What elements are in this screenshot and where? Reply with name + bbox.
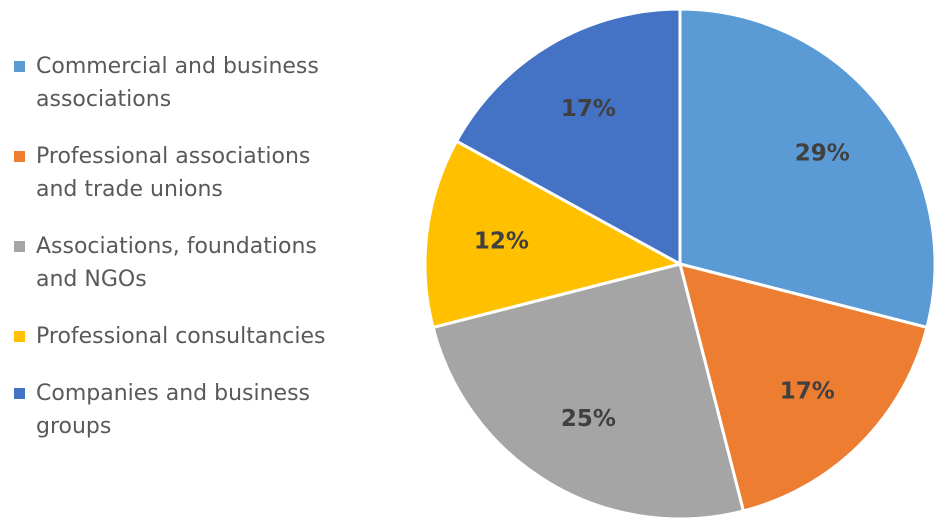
legend-label: Professional consultancies	[36, 324, 326, 349]
legend-swatch	[14, 61, 25, 72]
pie-slice	[678, 7, 937, 330]
legend-item: Companies and business groups	[14, 377, 354, 443]
pie-slice	[423, 139, 685, 330]
slice-value-label: 25%	[561, 406, 616, 432]
legend-label: Commercial and business associations	[36, 54, 319, 112]
slice-value-label: 17%	[561, 96, 616, 122]
legend-item: Associations, foundations and NGOs	[14, 230, 354, 296]
pie-slice	[677, 261, 929, 513]
pie-slice	[431, 262, 746, 521]
legend-swatch	[14, 388, 25, 399]
legend: Commercial and business associations Pro…	[14, 50, 354, 467]
legend-item: Professional associations and trade unio…	[14, 140, 354, 206]
legend-item: Commercial and business associations	[14, 50, 354, 116]
legend-swatch	[14, 331, 25, 342]
legend-label: Associations, foundations and NGOs	[36, 234, 317, 292]
legend-item: Professional consultancies	[14, 320, 354, 353]
legend-swatch	[14, 241, 25, 252]
legend-label: Professional associations and trade unio…	[36, 144, 311, 202]
slice-value-label: 17%	[780, 378, 835, 404]
pie-slice	[454, 7, 682, 267]
slice-value-label: 12%	[474, 228, 529, 254]
legend-swatch	[14, 151, 25, 162]
legend-label: Companies and business groups	[36, 381, 311, 439]
slice-value-label: 29%	[795, 141, 850, 167]
